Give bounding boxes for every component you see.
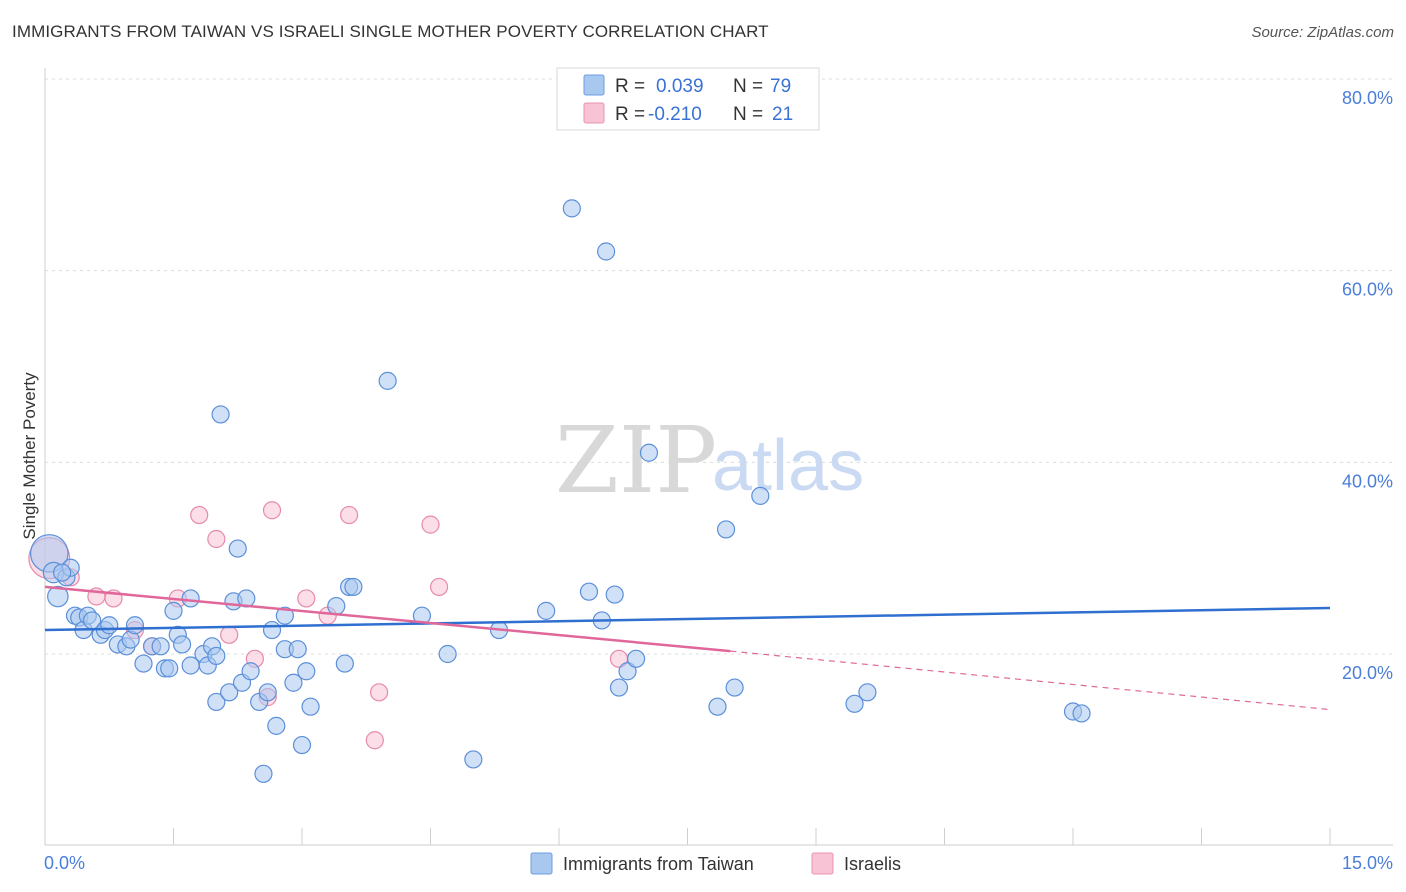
taiwan-point-54 bbox=[344, 577, 363, 597]
taiwan-point-74 bbox=[845, 694, 864, 713]
taiwan-point-32 bbox=[211, 405, 230, 424]
israeli-point-18 bbox=[421, 515, 440, 534]
taiwan-point-50 bbox=[301, 697, 320, 716]
taiwan-point-31 bbox=[207, 692, 226, 712]
israeli-point-15 bbox=[340, 505, 359, 525]
israeli-point-12 bbox=[262, 501, 282, 520]
source-label: Source: ZipAtlas.com bbox=[1251, 24, 1394, 41]
israeli-point-16 bbox=[365, 731, 384, 750]
taiwan-point-19 bbox=[151, 637, 170, 656]
taiwan-point-66 bbox=[609, 678, 629, 697]
taiwan-point-33 bbox=[220, 683, 239, 702]
taiwan-point-70 bbox=[708, 697, 727, 716]
taiwan-point-30 bbox=[207, 646, 226, 666]
israeli-point-8 bbox=[207, 529, 226, 549]
chart-title: IMMIGRANTS FROM TAIWAN VS ISRAELI SINGLE… bbox=[12, 22, 769, 41]
taiwan-point-68 bbox=[626, 649, 646, 668]
taiwan-point-2 bbox=[47, 585, 69, 608]
taiwan-point-72 bbox=[725, 678, 744, 697]
taiwan-point-21 bbox=[160, 659, 179, 678]
taiwan-point-49 bbox=[297, 662, 316, 681]
taiwan-point-62 bbox=[579, 582, 599, 601]
bottom-legend-swatch-israeli bbox=[811, 852, 834, 875]
israeli-trend-extension bbox=[730, 650, 1331, 711]
axes bbox=[44, 68, 1393, 846]
legend-r-label-israeli: R = bbox=[615, 104, 645, 125]
x-tick-label-min: 0.0% bbox=[44, 853, 85, 873]
y-tick-label-40: 40.0% bbox=[1342, 471, 1393, 491]
y-tick-label-20: 20.0% bbox=[1342, 663, 1393, 683]
legend-swatch-taiwan bbox=[583, 74, 605, 96]
legend-n-value-israeli: 21 bbox=[772, 104, 793, 125]
israeli-point-17 bbox=[370, 683, 389, 702]
taiwan-point-71 bbox=[716, 520, 736, 539]
taiwan-point-61 bbox=[562, 199, 581, 218]
taiwan-trend-line bbox=[44, 606, 1331, 632]
taiwan-point-51 bbox=[327, 596, 346, 616]
taiwan-point-16 bbox=[125, 616, 145, 635]
bottom-legend-label-taiwan: Immigrants from Taiwan bbox=[563, 854, 754, 874]
legend-n-label-taiwan: N = bbox=[733, 76, 763, 97]
bottom-legend-label-israeli: Israelis bbox=[844, 854, 901, 874]
taiwan-point-77 bbox=[1072, 704, 1091, 723]
y-tick-label-80: 80.0% bbox=[1342, 88, 1393, 108]
stats-legend: R = 0.039 N = 79 R = -0.210 N = 21 bbox=[556, 67, 820, 131]
taiwan-point-40 bbox=[254, 764, 273, 783]
y-tick-label-60: 60.0% bbox=[1342, 280, 1393, 300]
taiwan-point-12 bbox=[100, 616, 119, 635]
taiwan-point-57 bbox=[438, 644, 457, 664]
taiwan-point-46 bbox=[284, 673, 303, 692]
israeli-point-13 bbox=[297, 589, 316, 608]
taiwan-point-17 bbox=[134, 654, 153, 673]
israeli-point-9 bbox=[220, 625, 239, 644]
taiwan-point-73 bbox=[751, 486, 770, 505]
taiwan-point-55 bbox=[378, 371, 397, 390]
israeli-trend-line bbox=[44, 585, 731, 653]
taiwan-point-44 bbox=[275, 606, 294, 625]
legend-r-value-taiwan: 0.039 bbox=[656, 76, 704, 97]
taiwan-point-67 bbox=[618, 662, 637, 681]
taiwan-point-69 bbox=[639, 443, 659, 462]
y-tick-labels: 20.0% 40.0% 60.0% 80.0% bbox=[1342, 88, 1393, 683]
israeli-point-19 bbox=[429, 577, 449, 597]
taiwan-point-24 bbox=[172, 635, 192, 654]
x-tick-label-max: 15.0% bbox=[1342, 853, 1393, 873]
taiwan-point-60 bbox=[537, 601, 556, 620]
israeli-point-7 bbox=[190, 505, 209, 525]
taiwan-point-75 bbox=[858, 683, 877, 702]
taiwan-point-43 bbox=[267, 716, 286, 735]
series-legend: Immigrants from Taiwan Israelis bbox=[530, 852, 901, 875]
legend-swatch-israeli bbox=[583, 102, 605, 124]
watermark-atlas: atlas bbox=[712, 426, 864, 506]
taiwan-point-47 bbox=[288, 640, 307, 659]
legend-r-label-taiwan: R = bbox=[615, 76, 645, 97]
gridlines bbox=[45, 78, 1393, 655]
legend-r-value-israeli: -0.210 bbox=[648, 104, 702, 125]
legend-n-value-taiwan: 79 bbox=[770, 76, 791, 97]
taiwan-point-64 bbox=[597, 242, 616, 261]
taiwan-point-42 bbox=[262, 620, 282, 640]
trend-lines bbox=[44, 585, 1331, 711]
taiwan-point-65 bbox=[605, 585, 624, 604]
taiwan-point-35 bbox=[228, 539, 247, 558]
taiwan-point-78 bbox=[53, 563, 72, 582]
taiwan-point-41 bbox=[258, 683, 277, 702]
bottom-legend-swatch-taiwan bbox=[530, 852, 553, 875]
taiwan-point-26 bbox=[181, 589, 200, 608]
watermark-zip: ZIP bbox=[555, 407, 717, 514]
taiwan-point-48 bbox=[292, 735, 312, 755]
taiwan-point-38 bbox=[241, 662, 260, 681]
taiwan-point-52 bbox=[335, 654, 354, 673]
y-axis-title: Single Mother Poverty bbox=[20, 372, 39, 540]
taiwan-point-22 bbox=[164, 601, 183, 620]
legend-n-label-israeli: N = bbox=[733, 104, 763, 125]
taiwan-points bbox=[29, 199, 1091, 783]
taiwan-point-58 bbox=[464, 750, 483, 769]
